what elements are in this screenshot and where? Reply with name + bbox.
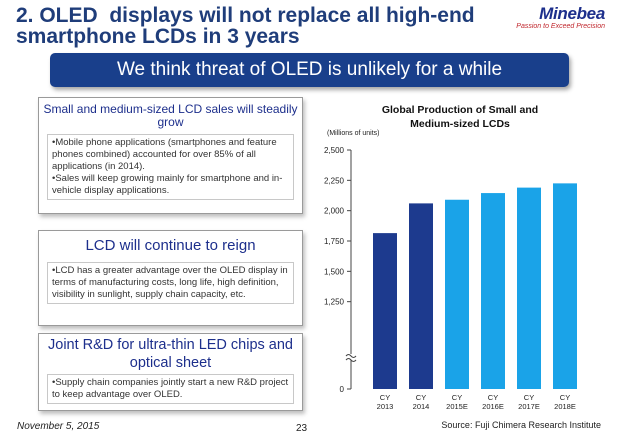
y-tick-label: 1,750: [324, 237, 345, 246]
x-tick-label: CY: [416, 393, 426, 402]
box-body: •Supply chain companies jointly start a …: [47, 374, 294, 404]
bar-CY-2018E: [553, 183, 577, 389]
x-tick-label: 2014: [413, 402, 430, 411]
bar-CY-2013: [373, 233, 397, 389]
bar-CY-2015E: [445, 199, 469, 389]
source-note: Source: Fuji Chimera Research Institute: [441, 420, 601, 430]
bullet-text: •Mobile phone applications (smartphones …: [52, 137, 277, 172]
axis-break-mark: [345, 358, 357, 362]
x-tick-label: CY: [560, 393, 570, 402]
box-heading: Joint R&D for ultra-thin LED chips and o…: [48, 337, 293, 371]
box-body: •Mobile phone applications (smartphones …: [47, 134, 294, 200]
x-tick-label: CY: [452, 393, 462, 402]
y-tick-label: 2,500: [324, 146, 345, 155]
y-axis-label: (Millions of units): [327, 130, 380, 137]
presentation-date: November 5, 2015: [17, 421, 100, 432]
bullet-text: •Supply chain companies jointly start a …: [52, 377, 289, 400]
bullet-text: •Sales will keep growing mainly for smar…: [52, 173, 283, 196]
bar-CY-2016E: [481, 193, 505, 389]
chart-title: Global Production of Small and Medium-si…: [381, 104, 539, 130]
joint-rnd-box: Joint R&D for ultra-thin LED chips and o…: [38, 333, 303, 411]
bullet-text: •LCD has a greater advantage over the OL…: [52, 265, 288, 300]
bar-CY-2014: [409, 203, 433, 389]
box-body: •LCD has a greater advantage over the OL…: [47, 262, 294, 304]
y-tick-label: 2,000: [324, 207, 345, 216]
x-tick-label: 2013: [377, 402, 394, 411]
logo-name: Minebea: [539, 4, 605, 23]
x-tick-label: CY: [380, 393, 390, 402]
company-logo: Minebea Passion to Exceed Precision: [516, 4, 605, 30]
box-heading: LCD will continue to reign: [85, 237, 256, 254]
axis-break-mark: [345, 354, 357, 358]
bar-chart: (Millions of units) 2,500 2,250 2,000 1,750 1…: [324, 130, 577, 411]
axis-break-gap: [346, 354, 356, 360]
x-tick-label: CY: [524, 393, 534, 402]
y-tick-label: 1,250: [324, 298, 345, 307]
bar-CY-2017E: [517, 187, 541, 389]
box-heading: Small and medium-sized LCD sales will st…: [43, 102, 298, 129]
x-tick-label: 2017E: [518, 402, 540, 411]
lcd-reign-box: LCD will continue to reign •LCD has a gr…: [38, 230, 303, 326]
y-tick-label: 1,500: [324, 267, 345, 276]
x-tick-label: 2015E: [446, 402, 468, 411]
slide-title: 2. OLED displays will not replace all hi…: [16, 4, 475, 48]
x-tick-label: 2018E: [554, 402, 576, 411]
page-number: 23: [296, 423, 308, 434]
headline-banner: We think threat of OLED is unlikely for …: [50, 53, 569, 87]
x-tick-label: CY: [488, 393, 498, 402]
y-tick-label: 2,250: [324, 176, 345, 185]
lcd-sales-growth-box: Small and medium-sized LCD sales will st…: [38, 97, 303, 214]
y-tick-label: 0: [340, 385, 345, 394]
x-tick-label: 2016E: [482, 402, 504, 411]
logo-tagline: Passion to Exceed Precision: [516, 23, 605, 30]
